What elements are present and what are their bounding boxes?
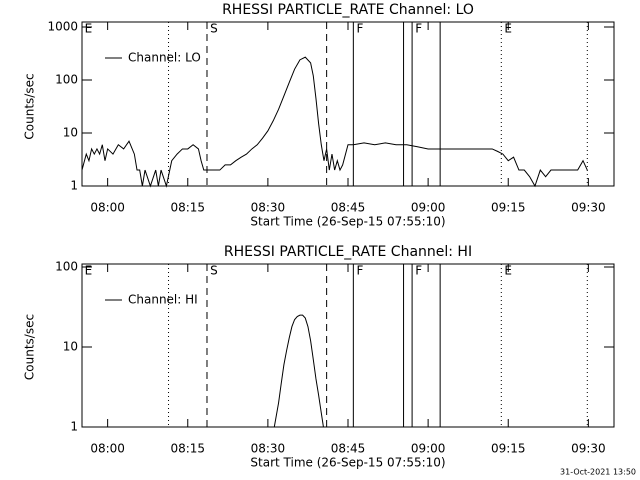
y-tick-label: 10 <box>63 126 78 140</box>
flag-label: S <box>210 264 218 278</box>
flag-label: F <box>415 22 422 36</box>
y-tick-label: 1 <box>70 179 78 193</box>
y-tick-label: 100 <box>55 260 78 274</box>
y-axis-label: Counts/sec <box>23 73 37 139</box>
x-tick-label: 09:15 <box>491 201 526 215</box>
x-tick-label: 09:00 <box>411 201 446 215</box>
x-tick-label: 08:00 <box>90 442 125 456</box>
x-tick-label: 09:30 <box>571 442 606 456</box>
chart-title: RHESSI PARTICLE_RATE Channel: LO <box>222 2 474 18</box>
flag-label: F <box>356 22 363 36</box>
x-tick-label: 08:45 <box>331 201 366 215</box>
flag-label: E <box>504 264 512 278</box>
x-tick-label: 08:00 <box>90 201 125 215</box>
x-tick-label: 09:30 <box>571 201 606 215</box>
y-axis-label: Counts/sec <box>23 314 37 380</box>
flag-label: E <box>85 22 93 36</box>
timestamp: 31-Oct-2021 13:50 <box>560 468 636 477</box>
chart-title: RHESSI PARTICLE_RATE Channel: HI <box>224 244 472 260</box>
flag-label: F <box>356 264 363 278</box>
y-tick-label: 100 <box>55 73 78 87</box>
flag-label: E <box>85 264 93 278</box>
x-tick-label: 09:15 <box>491 442 526 456</box>
x-tick-label: 08:30 <box>251 201 286 215</box>
x-tick-label: 08:15 <box>170 442 205 456</box>
x-tick-label: 09:00 <box>411 442 446 456</box>
data-line <box>273 314 324 428</box>
y-tick-label: 10 <box>63 340 78 354</box>
x-tick-label: 08:30 <box>251 442 286 456</box>
x-tick-label: 08:15 <box>170 201 205 215</box>
y-tick-label: 1 <box>70 420 78 434</box>
x-axis-label: Start Time (26-Sep-15 07:55:10) <box>250 456 445 470</box>
flag-label: E <box>504 22 512 36</box>
flag-label: S <box>210 22 218 36</box>
legend-label: Channel: LO <box>128 51 201 65</box>
legend-label: Channel: HI <box>128 293 198 307</box>
x-axis-label: Start Time (26-Sep-15 07:55:10) <box>250 215 445 229</box>
y-tick-label: 1000 <box>47 20 78 34</box>
data-line <box>81 56 588 188</box>
flag-label: F <box>415 264 422 278</box>
x-tick-label: 08:45 <box>331 442 366 456</box>
